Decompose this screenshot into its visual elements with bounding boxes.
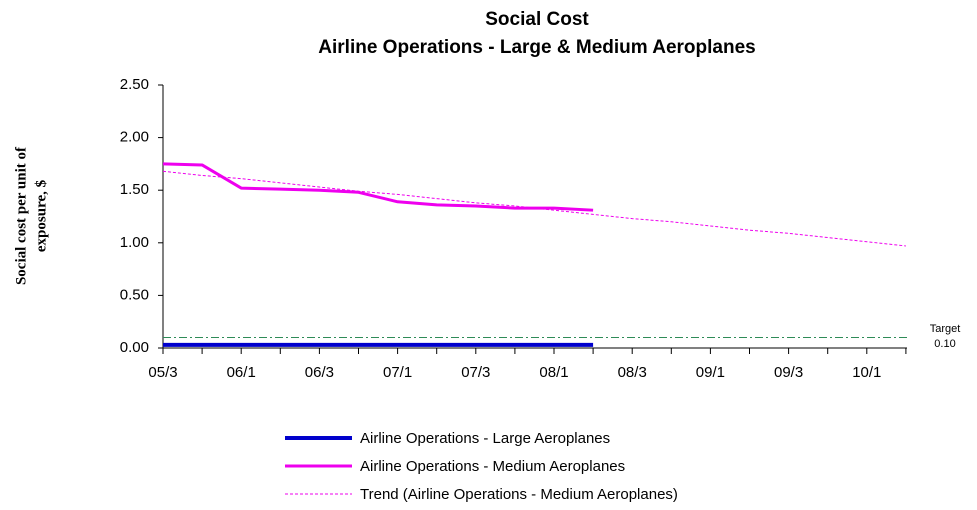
series-line (162, 170, 906, 247)
y-tick-label: 2.50 (120, 76, 149, 93)
y-tick-label: 0.00 (120, 339, 149, 356)
y-axis-label-line: Social cost per unit of (13, 146, 29, 285)
target-label: Target (930, 323, 961, 335)
x-tick-label: 06/3 (305, 364, 334, 381)
chart-subtitle: Airline Operations - Large & Medium Aero… (318, 37, 755, 58)
x-tick-label: 09/3 (774, 364, 803, 381)
legend-label: Airline Operations - Large Aeroplanes (360, 430, 610, 447)
x-tick-label: 06/1 (227, 364, 256, 381)
x-tick-label: 10/1 (852, 364, 881, 381)
x-tick-label: 05/3 (148, 364, 177, 381)
y-tick-label: 0.50 (120, 286, 149, 303)
x-tick-label: 07/3 (461, 364, 490, 381)
legend-label: Trend (Airline Operations - Medium Aerop… (360, 486, 678, 503)
y-tick-label: 1.00 (120, 234, 149, 251)
x-tick-label: 07/1 (383, 364, 412, 381)
x-tick-label: 09/1 (696, 364, 725, 381)
y-axis-label-line: exposure, $ (33, 179, 49, 252)
x-tick-label: 08/3 (618, 364, 647, 381)
target-value-label: 0.10 (934, 338, 955, 350)
y-tick-label: 2.00 (120, 129, 149, 146)
y-tick-label: 1.50 (120, 181, 149, 198)
series-line (162, 162, 594, 212)
legend-label: Airline Operations - Medium Aeroplanes (360, 458, 625, 475)
x-tick-label: 08/1 (539, 364, 568, 381)
y-axis-label: Social cost per unit of exposure, $ (13, 146, 49, 285)
chart-title: Social Cost (485, 9, 589, 30)
